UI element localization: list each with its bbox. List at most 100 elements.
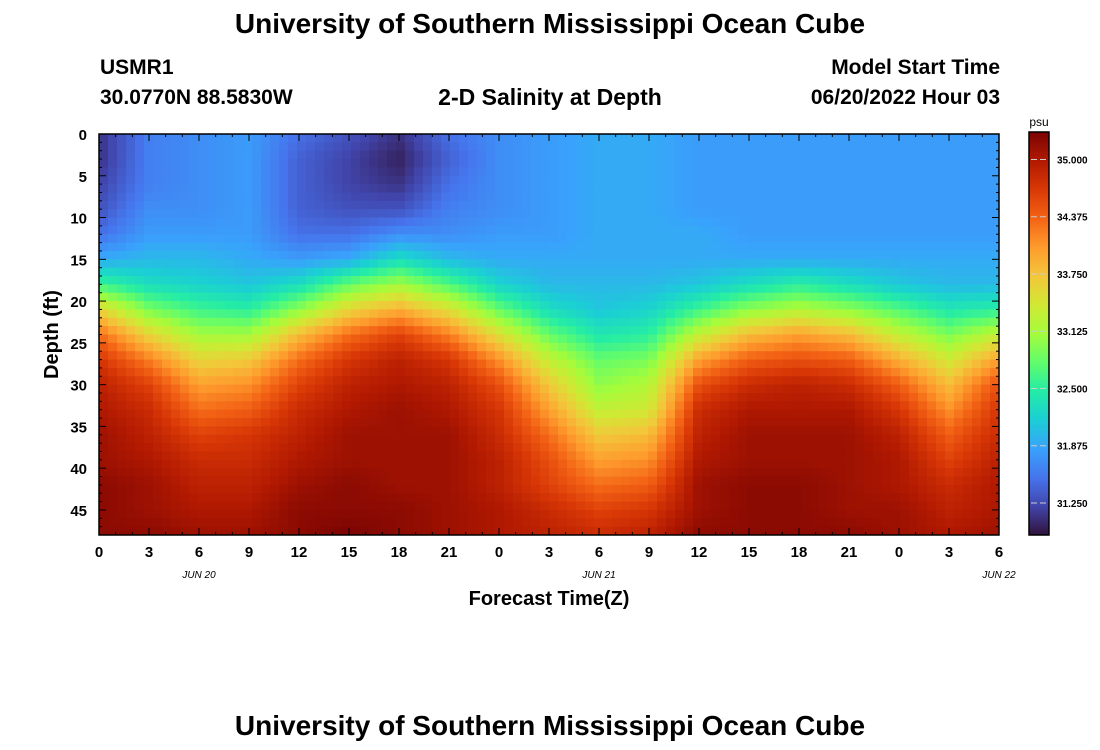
heatmap-cell — [450, 175, 460, 185]
heatmap-cell — [549, 276, 559, 285]
heatmap-cell — [342, 351, 352, 361]
heatmap-cell — [666, 526, 676, 535]
heatmap-cell — [666, 225, 676, 235]
heatmap-cell — [801, 209, 811, 219]
heatmap-cell — [225, 167, 235, 177]
heatmap-cell — [189, 367, 199, 377]
heatmap-cell — [792, 443, 802, 453]
heatmap-cell — [513, 359, 523, 369]
heatmap-cell — [738, 217, 748, 227]
heatmap-cell — [648, 317, 658, 327]
heatmap-cell — [522, 134, 532, 143]
heatmap-cell — [828, 418, 838, 427]
heatmap-cell — [891, 175, 901, 185]
heatmap-cell — [756, 493, 766, 503]
heatmap-cell — [405, 468, 415, 478]
heatmap-cell — [720, 200, 730, 210]
heatmap-cell — [342, 217, 352, 227]
heatmap-cell — [333, 259, 343, 269]
heatmap-cell — [585, 409, 595, 419]
heatmap-cell — [171, 392, 181, 402]
heatmap-cell — [558, 159, 568, 169]
heatmap-cell — [486, 434, 496, 444]
heatmap-cell — [108, 326, 118, 336]
heatmap-cell — [207, 150, 217, 160]
heatmap-cell — [657, 250, 667, 260]
heatmap-cell — [666, 184, 676, 194]
heatmap-cell — [333, 175, 343, 185]
heatmap-cell — [369, 434, 379, 444]
heatmap-cell — [909, 242, 919, 252]
heatmap-cell — [936, 192, 946, 202]
heatmap-cell — [189, 167, 199, 177]
heatmap-cell — [567, 192, 577, 202]
heatmap-cell — [207, 484, 217, 494]
heatmap-cell — [414, 250, 424, 260]
heatmap-cell — [486, 142, 496, 152]
heatmap-cell — [963, 317, 973, 327]
heatmap-cell — [252, 409, 262, 419]
heatmap-cell — [882, 443, 892, 453]
heatmap-cell — [738, 468, 748, 478]
heatmap-cell — [900, 426, 910, 436]
heatmap-cell — [594, 192, 604, 202]
heatmap-cell — [288, 225, 298, 235]
heatmap-cell — [288, 317, 298, 327]
heatmap-cell — [693, 418, 703, 427]
heatmap-cell — [225, 326, 235, 336]
heatmap-cell — [783, 334, 793, 344]
heatmap-cell — [171, 167, 181, 177]
heatmap-cell — [342, 134, 352, 143]
heatmap-cell — [117, 142, 127, 152]
heatmap-cell — [774, 367, 784, 377]
heatmap-cell — [900, 451, 910, 461]
heatmap-cell — [351, 217, 361, 227]
heatmap-cell — [486, 317, 496, 327]
heatmap-cell — [729, 434, 739, 444]
heatmap-cell — [549, 426, 559, 436]
heatmap-cell — [315, 401, 325, 411]
heatmap-cell — [234, 326, 244, 336]
heatmap-cell — [369, 242, 379, 252]
heatmap-cell — [666, 392, 676, 402]
heatmap-cell — [612, 159, 622, 169]
heatmap-cell — [477, 376, 487, 386]
heatmap-cell — [765, 292, 775, 302]
heatmap-cell — [900, 167, 910, 177]
heatmap-cell — [513, 159, 523, 169]
heatmap-cell — [477, 192, 487, 202]
heatmap-cell — [873, 342, 883, 352]
heatmap-cell — [864, 150, 874, 160]
heatmap-cell — [171, 200, 181, 210]
heatmap-cell — [639, 150, 649, 160]
heatmap-cell — [756, 484, 766, 494]
heatmap-cell — [117, 167, 127, 177]
heatmap-cell — [864, 468, 874, 478]
heatmap-cell — [585, 217, 595, 227]
heatmap-cell — [414, 184, 424, 194]
heatmap-cell — [891, 468, 901, 478]
heatmap-cell — [216, 184, 226, 194]
heatmap-cell — [522, 301, 532, 311]
heatmap-cell — [972, 134, 982, 143]
heatmap-cell — [792, 359, 802, 369]
heatmap-cell — [819, 159, 829, 169]
heatmap-cell — [504, 142, 514, 152]
heatmap-cell — [306, 484, 316, 494]
heatmap-cell — [306, 434, 316, 444]
heatmap-cell — [405, 284, 415, 294]
heatmap-cell — [324, 234, 334, 244]
heatmap-cell — [927, 518, 937, 528]
heatmap-cell — [945, 443, 955, 453]
heatmap-cell — [855, 200, 865, 210]
heatmap-cell — [819, 301, 829, 311]
heatmap-cell — [369, 459, 379, 469]
heatmap-cell — [144, 451, 154, 461]
heatmap-cell — [810, 225, 820, 235]
heatmap-cell — [810, 309, 820, 319]
heatmap-cell — [279, 376, 289, 386]
heatmap-cell — [243, 309, 253, 319]
heatmap-cell — [828, 284, 838, 294]
heatmap-cell — [756, 409, 766, 419]
heatmap-cell — [711, 250, 721, 260]
